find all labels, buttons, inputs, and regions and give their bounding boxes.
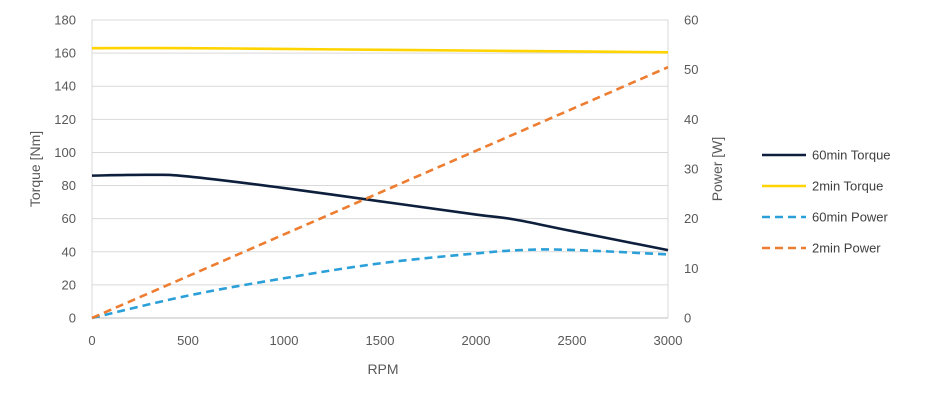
x-tick-label: 1000 <box>270 333 299 348</box>
gridlines <box>92 19 668 286</box>
x-tick-label: 2000 <box>462 333 491 348</box>
legend-label-60min-power: 60min Power <box>812 210 889 225</box>
y-left-tick-label: 20 <box>62 277 76 292</box>
y-right-tick-label: 30 <box>684 162 698 177</box>
x-tick-label: 500 <box>177 333 199 348</box>
y-right-tick-label: 60 <box>684 13 698 28</box>
y-left-tick-label: 160 <box>54 46 76 61</box>
x-axis-title: RPM <box>367 361 398 377</box>
series-lines <box>91 46 669 320</box>
x-tick-label: 2500 <box>558 333 587 348</box>
y-right-tick-label: 0 <box>684 311 691 326</box>
y-right-tick-label: 10 <box>684 261 698 276</box>
y-right-tick-label: 50 <box>684 62 698 77</box>
series-line-2min-power <box>91 65 669 320</box>
y-left-tick-label: 140 <box>54 79 76 94</box>
x-tick-label: 1500 <box>366 333 395 348</box>
tick-labels: 0 20 40 60 80 100 120 140 160 180 0 10 20 30 40 50 60 0 50… <box>54 13 698 349</box>
x-tick-label: 0 <box>88 333 95 348</box>
y-left-axis-title: Torque [Nm] <box>27 131 43 207</box>
series-line-60min-power <box>91 248 669 320</box>
y-right-tick-label: 20 <box>684 211 698 226</box>
y-left-tick-label: 80 <box>62 178 76 193</box>
y-left-tick-label: 0 <box>69 311 76 326</box>
y-left-tick-label: 100 <box>54 145 76 160</box>
legend-label-2min-power: 2min Power <box>812 241 881 256</box>
y-left-tick-label: 120 <box>54 112 76 127</box>
legend-label-2min-torque: 2min Torque <box>812 179 883 194</box>
series-line-2min-torque <box>91 46 669 54</box>
legend: 60min Torque 2min Torque 60min Power 2min P… <box>762 148 891 256</box>
y-left-tick-label: 60 <box>62 211 76 226</box>
legend-label-60min-torque: 60min Torque <box>812 148 891 163</box>
x-tick-label: 3000 <box>654 333 683 348</box>
y-left-tick-label: 40 <box>62 244 76 259</box>
series-line-60min-torque <box>91 173 669 252</box>
axes <box>91 20 669 319</box>
y-right-tick-label: 40 <box>684 112 698 127</box>
y-left-tick-label: 180 <box>54 13 76 28</box>
y-right-axis-title: Power [W] <box>709 137 725 202</box>
